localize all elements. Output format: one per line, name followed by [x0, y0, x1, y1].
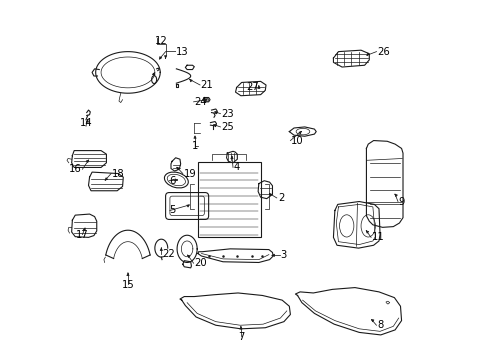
Text: 14: 14	[80, 118, 92, 128]
Text: 1: 1	[191, 141, 198, 151]
Text: 22: 22	[162, 248, 174, 258]
Bar	[198, 162, 260, 237]
Text: 19: 19	[183, 168, 196, 179]
Text: 26: 26	[376, 46, 389, 57]
Text: 16: 16	[68, 164, 81, 174]
Text: 2: 2	[278, 193, 285, 203]
Text: 5: 5	[169, 206, 175, 216]
Text: 18: 18	[112, 168, 124, 179]
Text: 4: 4	[233, 162, 240, 172]
Text: 25: 25	[221, 122, 233, 132]
Text: 11: 11	[371, 232, 384, 242]
Text: 13: 13	[176, 46, 188, 57]
Text: 8: 8	[376, 320, 383, 330]
Text: 9: 9	[398, 197, 404, 207]
Text: 17: 17	[76, 230, 89, 239]
Text: 12: 12	[155, 36, 167, 46]
Text: 24: 24	[194, 97, 206, 107]
Text: 21: 21	[201, 80, 213, 90]
Text: 7: 7	[237, 332, 244, 342]
Text: 6: 6	[169, 176, 175, 186]
Text: 3: 3	[280, 250, 286, 260]
Text: 15: 15	[122, 280, 134, 290]
Text: 23: 23	[221, 109, 233, 119]
Text: 27: 27	[245, 82, 258, 93]
Text: 10: 10	[290, 136, 303, 145]
Text: 20: 20	[194, 258, 206, 268]
